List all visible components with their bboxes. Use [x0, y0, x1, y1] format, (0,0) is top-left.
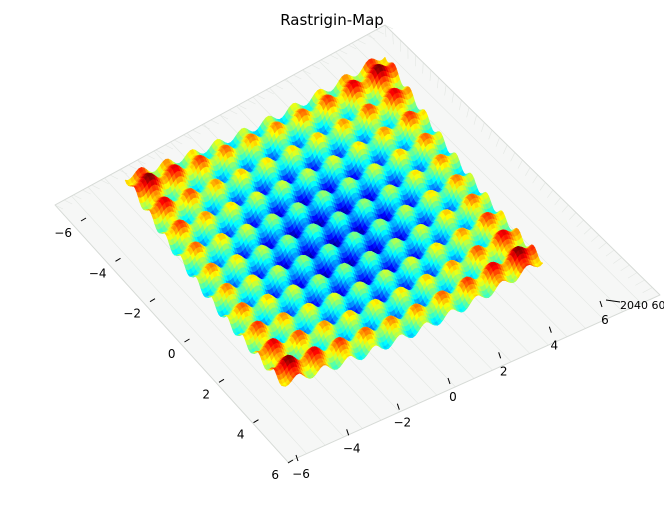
pane-gridline: [466, 107, 470, 118]
pane-gridline: [473, 114, 477, 125]
pane-gridline: [437, 77, 439, 89]
pane-gridline: [539, 182, 546, 191]
pane-gridline: [265, 89, 274, 95]
pane-gridline: [451, 92, 455, 103]
pane-gridline: [192, 129, 201, 135]
pane-gridline: [339, 49, 348, 55]
pane-gridline: [444, 84, 447, 96]
pane-gridline: [128, 164, 137, 170]
pane-gridline: [605, 249, 615, 257]
pane-gridline: [384, 24, 394, 30]
pane-gridline: [137, 159, 146, 165]
pane-gridline: [293, 74, 302, 80]
pane-gridline: [357, 39, 366, 45]
pane-gridline: [219, 114, 229, 120]
pane-gridline: [561, 204, 569, 213]
pane-gridline: [583, 227, 592, 235]
pane-gridline: [547, 189, 554, 198]
pane-gridline: [620, 264, 630, 272]
pane-gridline: [481, 122, 485, 133]
pane-gridline: [274, 84, 284, 90]
pane-gridline: [155, 149, 164, 155]
pane-edge: [54, 204, 661, 463]
pane-gridline: [146, 154, 155, 160]
pane-gridline: [109, 174, 119, 180]
pane-gridline: [302, 69, 311, 75]
pane-gridline: [366, 34, 375, 40]
pane-gridline: [87, 186, 326, 446]
pane-gridline: [54, 204, 64, 210]
pane-gridline: [510, 152, 516, 162]
pane-gridline: [569, 212, 577, 220]
pane-gridline: [576, 219, 584, 228]
pane-gridline: [517, 159, 523, 169]
pane-gridline: [247, 99, 256, 105]
chart-title: Rastrigin-Map: [280, 11, 384, 29]
pane-gridline: [174, 139, 183, 145]
pane-gridline: [613, 257, 622, 264]
pane-gridline: [525, 167, 531, 176]
pane-gridline: [459, 99, 462, 111]
pane-gridline: [488, 129, 493, 140]
pane-edge: [54, 24, 661, 296]
pane-gridline: [164, 144, 174, 150]
pane-gridline: [375, 29, 384, 35]
pane-gridline: [554, 197, 561, 206]
pane-gridline: [64, 199, 73, 205]
pane-gridline: [329, 54, 339, 60]
pane-gridline: [642, 287, 653, 293]
pane-gridline: [532, 174, 539, 184]
pane-gridline: [429, 69, 432, 81]
pane-gridline: [73, 194, 82, 200]
pane-gridline: [100, 179, 109, 185]
pane-gridline: [320, 59, 329, 65]
pane-gridline: [311, 64, 320, 70]
pane-gridline: [384, 24, 387, 38]
pane-gridline: [201, 124, 210, 130]
pane-gridline: [627, 272, 638, 279]
pane-gridline: [284, 79, 293, 85]
pane-gridline: [119, 169, 128, 175]
pane-gridline: [368, 33, 642, 304]
pane-gridline: [591, 234, 600, 242]
pane-gridline: [598, 242, 607, 250]
pane-gridline: [392, 32, 394, 45]
pane-gridline: [183, 134, 192, 140]
pane-gridline: [210, 119, 219, 125]
pane-gridline: [495, 137, 500, 147]
surface-plot: [124, 56, 544, 387]
pane-gridline: [229, 109, 238, 115]
pane-gridline: [422, 62, 424, 74]
pane-gridline: [503, 144, 508, 155]
pane-gridline: [82, 189, 91, 195]
pane-gridline: [256, 94, 265, 100]
pane-gridline: [91, 184, 100, 190]
pane-gridline: [71, 195, 307, 454]
pane-gridline: [348, 44, 357, 50]
pane-gridline: [635, 279, 645, 286]
pane-gridline: [238, 104, 247, 110]
